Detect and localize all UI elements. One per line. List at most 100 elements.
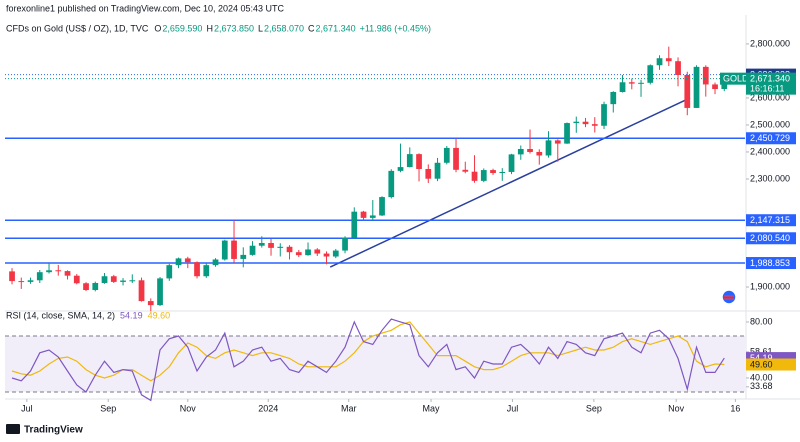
candle-body xyxy=(554,140,561,144)
candle-body xyxy=(295,252,302,256)
candle-body xyxy=(184,258,191,263)
candle-body xyxy=(499,171,506,174)
candle-body xyxy=(462,169,469,172)
price-tag-label: 2,147.315 xyxy=(750,215,790,225)
candle-body xyxy=(73,275,80,284)
rsi-legend-value: 54.19 xyxy=(120,310,143,320)
candle-body xyxy=(332,250,339,257)
candle-body xyxy=(527,148,533,152)
candle-body xyxy=(656,58,663,66)
candle-body xyxy=(314,249,321,254)
candle-body xyxy=(129,280,136,282)
candle-body xyxy=(536,151,543,156)
candle-body xyxy=(434,162,441,179)
candle-body xyxy=(305,249,311,256)
candle-body xyxy=(249,245,256,255)
candle-body xyxy=(138,280,145,302)
price-tag-label: 54.19 xyxy=(750,353,773,363)
candle-body xyxy=(258,243,265,246)
candle-body xyxy=(147,301,154,306)
candle-body xyxy=(443,147,450,163)
candle-body xyxy=(231,240,237,259)
candle-body xyxy=(471,171,478,181)
candle-body xyxy=(101,276,108,283)
x-tick-label: 16 xyxy=(730,403,740,413)
candle-body xyxy=(416,154,422,169)
candle-body xyxy=(277,246,284,248)
candle-body xyxy=(684,74,691,108)
y-tick-label: 80.00 xyxy=(750,316,773,326)
ohlc-value: 2,671.340 xyxy=(316,23,356,33)
price-tag-label: 49.60 xyxy=(750,359,773,369)
event-flag-stripes xyxy=(724,295,734,300)
candle-body xyxy=(36,272,43,281)
price-tag xyxy=(746,132,796,145)
candle-body xyxy=(92,282,99,291)
candle-body xyxy=(9,271,15,282)
candle-body xyxy=(46,270,52,273)
candle-body xyxy=(425,168,432,179)
candle-body xyxy=(490,170,496,174)
candle-body xyxy=(323,253,330,257)
y-tick-label: 2,800.000 xyxy=(750,38,790,48)
symbol-title: CFDs on Gold (US$ / OZ), 1D, TVC xyxy=(6,23,149,33)
candle-body xyxy=(665,58,672,62)
candle-body xyxy=(564,123,570,144)
ohlc-value: 2,673.850 xyxy=(214,23,254,33)
brand-logo xyxy=(6,424,20,434)
candle-body xyxy=(480,170,487,181)
price-tag-label: 2,450.729 xyxy=(750,133,790,143)
candle-body xyxy=(286,246,293,253)
price-tag xyxy=(746,214,796,227)
candle-body xyxy=(582,121,589,125)
candle-body xyxy=(212,259,219,266)
candle-body xyxy=(545,140,552,156)
candle-body xyxy=(18,281,25,283)
ohlc-key: O xyxy=(154,23,161,33)
y-tick-label: 2,300.000 xyxy=(750,173,790,183)
price-tag xyxy=(746,257,796,270)
candle-body xyxy=(240,254,247,259)
candle-body xyxy=(702,66,709,85)
candle-body xyxy=(369,215,376,218)
rsi-line xyxy=(11,321,725,382)
x-tick-label: Nov xyxy=(180,403,197,413)
ohlc-key: L xyxy=(258,23,263,33)
candle-body xyxy=(379,197,385,216)
candle-body xyxy=(406,154,413,168)
candle-body xyxy=(591,124,598,126)
symbol-tag xyxy=(720,72,746,85)
x-tick-label: Sep xyxy=(586,403,602,413)
price-tag-label: 1,988.853 xyxy=(750,258,790,268)
candle-body xyxy=(619,82,626,92)
candle-body xyxy=(610,91,617,105)
candle-body xyxy=(647,65,654,83)
candle-body xyxy=(120,280,126,282)
x-tick-label: Nov xyxy=(668,403,685,413)
rsi-legend-value: 49.60 xyxy=(148,310,171,320)
candle-body xyxy=(601,104,607,126)
candle-body xyxy=(203,265,210,277)
marker-label: 58.61 xyxy=(750,346,773,356)
candle-body xyxy=(388,170,395,198)
rsi-band xyxy=(5,335,745,392)
x-tick-label: Mar xyxy=(341,403,357,413)
price-tag xyxy=(746,358,796,371)
marker-label: 33.68 xyxy=(750,381,773,391)
y-tick-label: 1,900.000 xyxy=(750,281,790,291)
candle-body xyxy=(157,278,163,306)
candle-body xyxy=(110,276,117,282)
symbol-tag-label: GOLD xyxy=(723,74,749,84)
candle-body xyxy=(351,211,358,238)
x-tick-label: Sep xyxy=(100,403,116,413)
candle-body xyxy=(397,167,404,171)
candle-body xyxy=(55,270,62,272)
rsi-title: RSI (14, close, SMA, 14, 2) xyxy=(6,310,115,320)
last-price-tag xyxy=(746,72,796,95)
countdown: 16:16:11 xyxy=(750,84,784,94)
x-tick-label: Jul xyxy=(507,403,519,413)
candle-body xyxy=(194,262,200,277)
candle-body xyxy=(573,121,580,124)
